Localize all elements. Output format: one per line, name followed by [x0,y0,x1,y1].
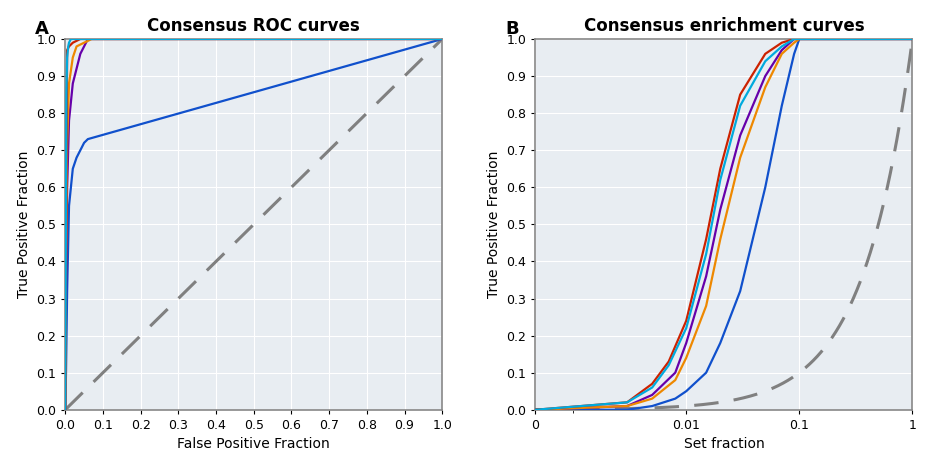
Y-axis label: True Positive Fraction: True Positive Fraction [17,151,31,298]
Title: Consensus ROC curves: Consensus ROC curves [147,17,360,35]
Title: Consensus enrichment curves: Consensus enrichment curves [584,17,864,35]
X-axis label: False Positive Fraction: False Positive Fraction [177,437,330,451]
X-axis label: Set fraction: Set fraction [684,437,764,451]
Y-axis label: True Positive Fraction: True Positive Fraction [487,151,501,298]
Text: A: A [35,21,49,38]
Text: B: B [506,21,519,38]
